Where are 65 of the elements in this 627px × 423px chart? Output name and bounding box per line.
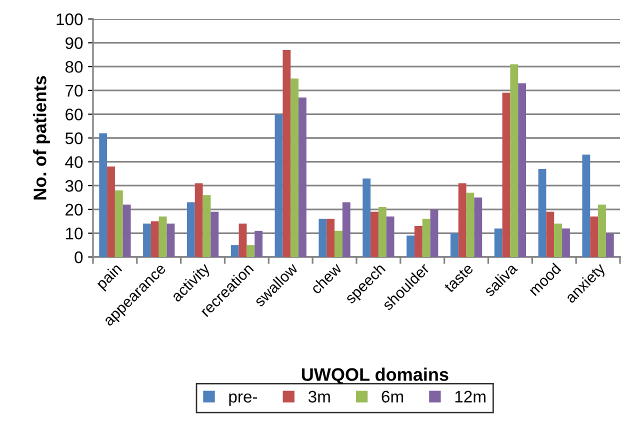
bar bbox=[334, 230, 342, 257]
legend-label: 6m bbox=[382, 390, 404, 403]
y-tick-label: 10 bbox=[66, 228, 83, 240]
bar bbox=[518, 83, 526, 257]
bar bbox=[554, 224, 562, 257]
x-axis-title: UWQOL domains bbox=[302, 368, 448, 384]
bar bbox=[494, 228, 502, 257]
bar bbox=[422, 218, 430, 257]
bar bbox=[598, 204, 606, 257]
bar bbox=[274, 114, 283, 257]
y-tick-label: 20 bbox=[66, 204, 83, 216]
bar bbox=[510, 64, 518, 257]
bar bbox=[590, 216, 598, 257]
bar bbox=[546, 212, 554, 257]
bar bbox=[406, 236, 414, 257]
y-tick-label: 50 bbox=[65, 132, 83, 144]
bar bbox=[430, 209, 438, 257]
bar bbox=[194, 183, 203, 257]
y-tick-label: 0 bbox=[74, 251, 83, 264]
bar bbox=[122, 204, 131, 257]
bar bbox=[414, 226, 422, 257]
bar bbox=[99, 133, 108, 257]
bar bbox=[450, 233, 458, 257]
bar bbox=[342, 202, 350, 257]
bar bbox=[246, 245, 255, 257]
bar bbox=[210, 212, 219, 257]
bar bbox=[158, 216, 167, 257]
bar bbox=[386, 216, 394, 257]
bar bbox=[143, 224, 151, 257]
bar bbox=[282, 50, 291, 257]
bar bbox=[378, 207, 386, 257]
y-tick-label: 40 bbox=[65, 156, 83, 168]
bar bbox=[107, 166, 115, 257]
bar bbox=[458, 183, 466, 257]
bar bbox=[166, 224, 175, 257]
bar bbox=[326, 218, 335, 257]
bar bbox=[202, 195, 211, 257]
bar bbox=[606, 233, 614, 257]
y-tick-label: 70 bbox=[66, 84, 83, 97]
bar bbox=[502, 92, 510, 257]
y-tick-label: 90 bbox=[66, 37, 83, 50]
bar bbox=[538, 168, 546, 257]
y-tick-label: 30 bbox=[65, 180, 83, 192]
bar bbox=[290, 78, 299, 257]
bar bbox=[562, 228, 570, 257]
bar bbox=[466, 192, 474, 257]
legend-label: 12m bbox=[455, 390, 486, 402]
legend-label: pre- bbox=[229, 393, 258, 406]
legend-label: 3m bbox=[308, 390, 330, 403]
bar bbox=[362, 178, 371, 257]
bar bbox=[298, 98, 306, 257]
bar bbox=[238, 224, 247, 257]
bar bbox=[230, 245, 239, 257]
y-tick-label: 80 bbox=[65, 61, 83, 73]
y-axis-title: No. of patients bbox=[33, 76, 50, 200]
y-tick-label: 100 bbox=[56, 13, 83, 26]
bar bbox=[474, 198, 482, 257]
bar bbox=[150, 221, 159, 257]
bar bbox=[318, 218, 327, 257]
bar bbox=[254, 230, 263, 257]
bar bbox=[582, 154, 590, 257]
bar bbox=[370, 212, 378, 257]
bar bbox=[114, 190, 123, 257]
y-tick-label: 60 bbox=[66, 108, 83, 120]
bar bbox=[186, 202, 195, 257]
